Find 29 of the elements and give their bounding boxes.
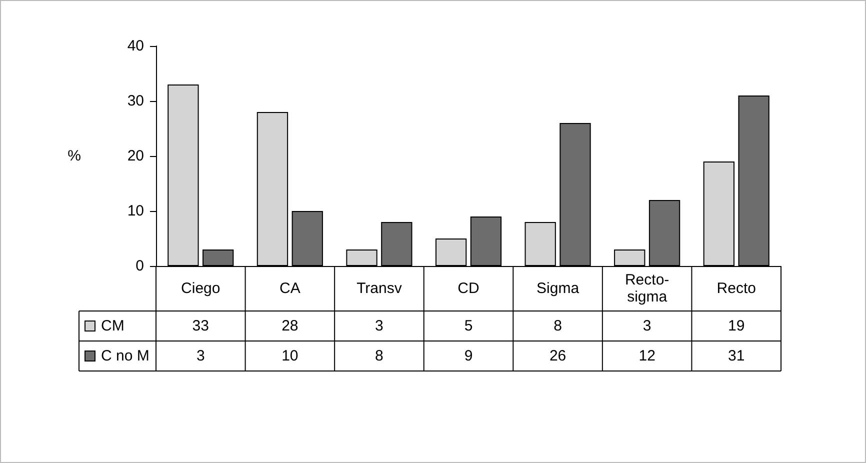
data-label: 3 (642, 318, 652, 334)
data-label: 31 (728, 348, 745, 364)
data-label: 10 (282, 348, 298, 364)
y-tick-label: 0 (136, 258, 144, 274)
data-label: 12 (638, 348, 656, 364)
data-label: 26 (549, 348, 566, 364)
y-tick-label: 30 (127, 92, 144, 110)
y-tick-label: 10 (127, 202, 144, 220)
data-label: 8 (554, 318, 562, 334)
data-label: 5 (464, 318, 473, 334)
x-tick-label: Transv (356, 280, 402, 297)
data-label: 9 (464, 348, 473, 364)
data-label: 33 (192, 318, 209, 334)
y-tick-label: 20 (127, 148, 144, 164)
x-tick-label: CA (280, 280, 300, 297)
x-tick-label: Recto (716, 280, 756, 297)
y-axis-title: % (68, 148, 81, 164)
data-label: 19 (728, 318, 745, 334)
data-label: 28 (282, 318, 298, 334)
x-tick-label: Ciego (181, 280, 220, 297)
y-tick-label: 40 (127, 38, 144, 54)
data-label: 3 (196, 348, 205, 364)
data-label: 3 (375, 318, 384, 334)
legend-label: C no M (101, 348, 150, 364)
x-tick-label: CD (458, 280, 480, 297)
data-label: 8 (375, 348, 384, 364)
x-tick-label: Recto-sigma (624, 272, 670, 306)
legend-label: CM (101, 318, 124, 334)
x-tick-label: Sigma (536, 280, 580, 297)
